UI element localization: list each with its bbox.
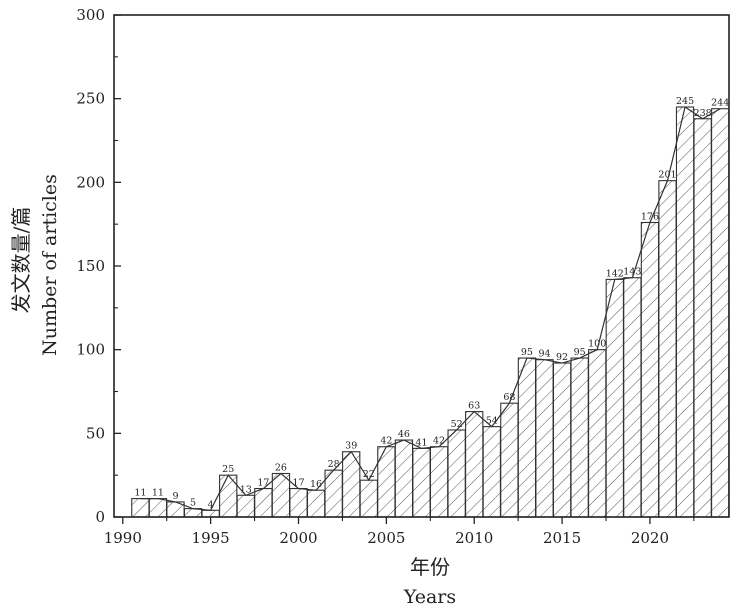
y-tick-label-300: 300 — [76, 6, 105, 24]
bar-2020 — [640, 221, 660, 518]
x-tick-label-2000: 2000 — [279, 529, 317, 547]
y-tick-label-100: 100 — [76, 341, 105, 359]
bar-2013 — [517, 357, 537, 518]
bar-label-1999: 26 — [275, 462, 287, 473]
bar-2006 — [394, 439, 414, 518]
bar-label-2007: 41 — [415, 437, 427, 448]
bar-label-2020: 176 — [641, 211, 659, 222]
bar-2014 — [535, 359, 554, 518]
bar-1995 — [201, 509, 220, 518]
x-tick-label-2015: 2015 — [543, 529, 581, 547]
bar-label-2003: 39 — [345, 441, 357, 452]
bar-label-2012: 68 — [503, 392, 515, 403]
y-tick-label-50: 50 — [86, 424, 105, 442]
y-axis-title-cn: 发文数量/篇 — [9, 207, 33, 314]
bar-2017 — [588, 349, 607, 518]
bar-1998 — [254, 487, 273, 518]
bar-label-2014: 94 — [538, 349, 550, 360]
x-tick-label-1995: 1995 — [192, 529, 230, 547]
bar-label-1994: 5 — [190, 498, 196, 509]
bar-label-1991: 11 — [134, 488, 146, 499]
bar-2018 — [605, 278, 624, 518]
bar-label-2016: 95 — [574, 347, 586, 358]
bar-label-2023: 238 — [694, 108, 712, 119]
bar-2009 — [447, 429, 466, 518]
y-tick-label-0: 0 — [95, 508, 105, 526]
y-tick-label-200: 200 — [76, 173, 105, 191]
bar-2010 — [465, 411, 484, 518]
bar-2001 — [306, 489, 326, 518]
y-axis: 0 50 100 150 200 250 300 — [76, 6, 121, 526]
bar-label-2009: 52 — [451, 419, 463, 430]
bars-group — [131, 106, 730, 518]
bar-1999 — [271, 472, 291, 518]
x-axis-title-cn: 年份 — [410, 555, 450, 579]
bar-2007 — [412, 447, 431, 518]
bar-label-2005: 42 — [380, 436, 392, 447]
x-tick-label-2020: 2020 — [631, 529, 669, 547]
bar-2000 — [289, 487, 308, 518]
x-tick-label-2005: 2005 — [367, 529, 405, 547]
x-tick-label-1990: 1990 — [104, 529, 142, 547]
bar-label-2000: 17 — [292, 478, 304, 489]
bar-label-2013: 95 — [521, 347, 533, 358]
bar-2016 — [570, 357, 589, 518]
bar-label-2024: 244 — [711, 98, 729, 109]
bar-label-2006: 46 — [398, 429, 410, 440]
y-axis-title-en: Number of articles — [39, 174, 61, 356]
bar-1992 — [148, 498, 168, 518]
bar-1991 — [131, 498, 150, 518]
x-tick-label-2010: 2010 — [455, 529, 493, 547]
bar-label-1997: 13 — [240, 484, 252, 495]
bar-label-1998: 17 — [257, 478, 269, 489]
bar-label-2004: 22 — [363, 469, 375, 480]
trend-line — [140, 106, 721, 511]
y-tick-label-150: 150 — [76, 257, 105, 275]
bar-label-2017: 100 — [588, 339, 606, 350]
bar-2019 — [623, 277, 642, 518]
bar-2022 — [675, 106, 695, 518]
y-tick-label-250: 250 — [76, 90, 105, 108]
bar-label-1992: 11 — [152, 488, 164, 499]
bar-label-2008: 42 — [433, 436, 445, 447]
bar-2004 — [359, 479, 378, 518]
bar-label-1993: 9 — [172, 491, 178, 502]
bar-2021 — [658, 180, 677, 518]
bar-1994 — [183, 508, 203, 518]
bar-2023 — [693, 118, 712, 518]
bar-1997 — [236, 494, 255, 518]
bar-label-2015: 92 — [556, 352, 568, 363]
bar-label-2022: 245 — [676, 96, 694, 107]
bar-label-2018: 142 — [606, 268, 624, 279]
bar-label-2021: 201 — [658, 170, 676, 181]
bar-2024 — [711, 108, 730, 518]
bar-label-1996: 25 — [222, 464, 234, 475]
bar-2008 — [429, 446, 449, 518]
x-axis: 1990 1995 2000 2005 2010 2015 2020 — [104, 517, 695, 547]
bar-label-2019: 143 — [623, 267, 641, 278]
bar-2015 — [552, 362, 572, 518]
bar-2012 — [500, 402, 519, 518]
bar-label-2002: 28 — [328, 459, 340, 470]
bar-label-1995: 4 — [208, 499, 214, 510]
bar-label-2010: 63 — [468, 401, 480, 412]
x-axis-title-en: Years — [403, 586, 456, 608]
bar-label-2001: 16 — [310, 479, 322, 490]
bar-2011 — [482, 426, 501, 518]
bar-label-2011: 54 — [486, 416, 498, 427]
